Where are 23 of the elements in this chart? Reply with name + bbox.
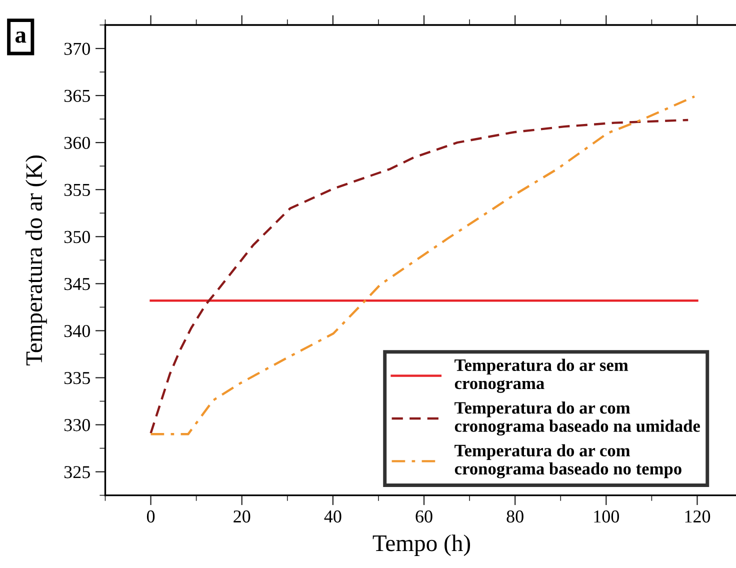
y-tick-label: 340 bbox=[64, 324, 90, 338]
y-tick-label: 335 bbox=[64, 372, 90, 384]
y-tick-label: 370 bbox=[64, 42, 90, 55]
x-axis-title: Tempo (h) bbox=[372, 534, 470, 556]
y-tick-label: 325 bbox=[64, 466, 90, 478]
x-tick-label: 60 bbox=[416, 510, 432, 523]
y-tick-label: 330 bbox=[64, 419, 90, 432]
legend-label: Temperatura do ar com cronograma baseado na umidade bbox=[454, 402, 700, 436]
x-tick-label: 120 bbox=[685, 510, 710, 523]
y-tick-label: 360 bbox=[64, 136, 90, 150]
y-tick-label: 365 bbox=[64, 90, 90, 102]
x-tick-label: 100 bbox=[594, 510, 620, 523]
x-tick-label: 20 bbox=[234, 510, 250, 523]
x-tick-label: 80 bbox=[506, 510, 524, 523]
legend-label: Temperatura do ar com cronograma baseado no tempo bbox=[454, 444, 682, 478]
x-tick-label: 0 bbox=[146, 510, 155, 523]
legend-label: Temperatura do ar sem cronograma bbox=[454, 358, 628, 393]
y-tick-label: 355 bbox=[64, 184, 90, 196]
y-axis-title: Temperatura do ar (K) bbox=[26, 155, 47, 366]
x-tick-label: 40 bbox=[324, 510, 342, 523]
y-tick-label: 345 bbox=[64, 278, 90, 290]
y-tick-label: 350 bbox=[64, 230, 90, 244]
text: a bbox=[15, 32, 26, 43]
